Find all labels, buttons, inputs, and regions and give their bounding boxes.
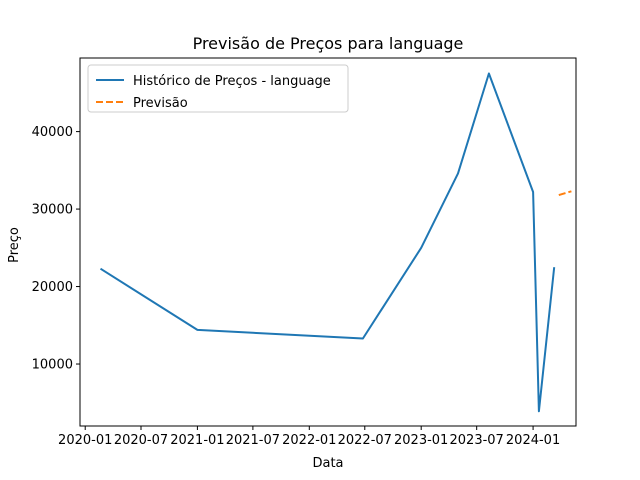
y-tick-label: 20000 bbox=[32, 280, 73, 295]
y-tick-label: 30000 bbox=[32, 203, 73, 218]
legend-label-2: Previsão bbox=[133, 96, 188, 111]
chart-title: Previsão de Preços para language bbox=[193, 34, 464, 53]
x-tick-label: 2020-07 bbox=[114, 433, 168, 448]
x-axis-label: Data bbox=[312, 456, 343, 471]
y-tick-label: 40000 bbox=[32, 125, 73, 140]
x-tick-label: 2023-07 bbox=[450, 433, 504, 448]
x-tick-label: 2020-01 bbox=[58, 433, 112, 448]
plot-area: 2020-01 2020-07 2021-01 2021-07 2022-01 2022-… bbox=[32, 57, 577, 448]
x-tick-label: 2021-07 bbox=[226, 433, 280, 448]
legend-box bbox=[87, 64, 349, 113]
legend: Histórico de Preços - language Previsão bbox=[87, 64, 349, 113]
x-tick-label: 2024-01 bbox=[506, 433, 560, 448]
y-axis-label: Preço bbox=[7, 227, 22, 263]
x-tick-label: 2023-01 bbox=[394, 433, 448, 448]
axes-frame bbox=[79, 57, 577, 427]
y-tick-label: 10000 bbox=[32, 358, 73, 373]
legend-label-1: Histórico de Preços - language bbox=[133, 74, 331, 89]
x-tick-label: 2022-01 bbox=[282, 433, 336, 448]
series-line-2 bbox=[558, 190, 572, 197]
series-line-1 bbox=[99, 72, 556, 413]
x-tick-label: 2021-01 bbox=[170, 433, 224, 448]
x-tick-label: 2022-07 bbox=[338, 433, 392, 448]
